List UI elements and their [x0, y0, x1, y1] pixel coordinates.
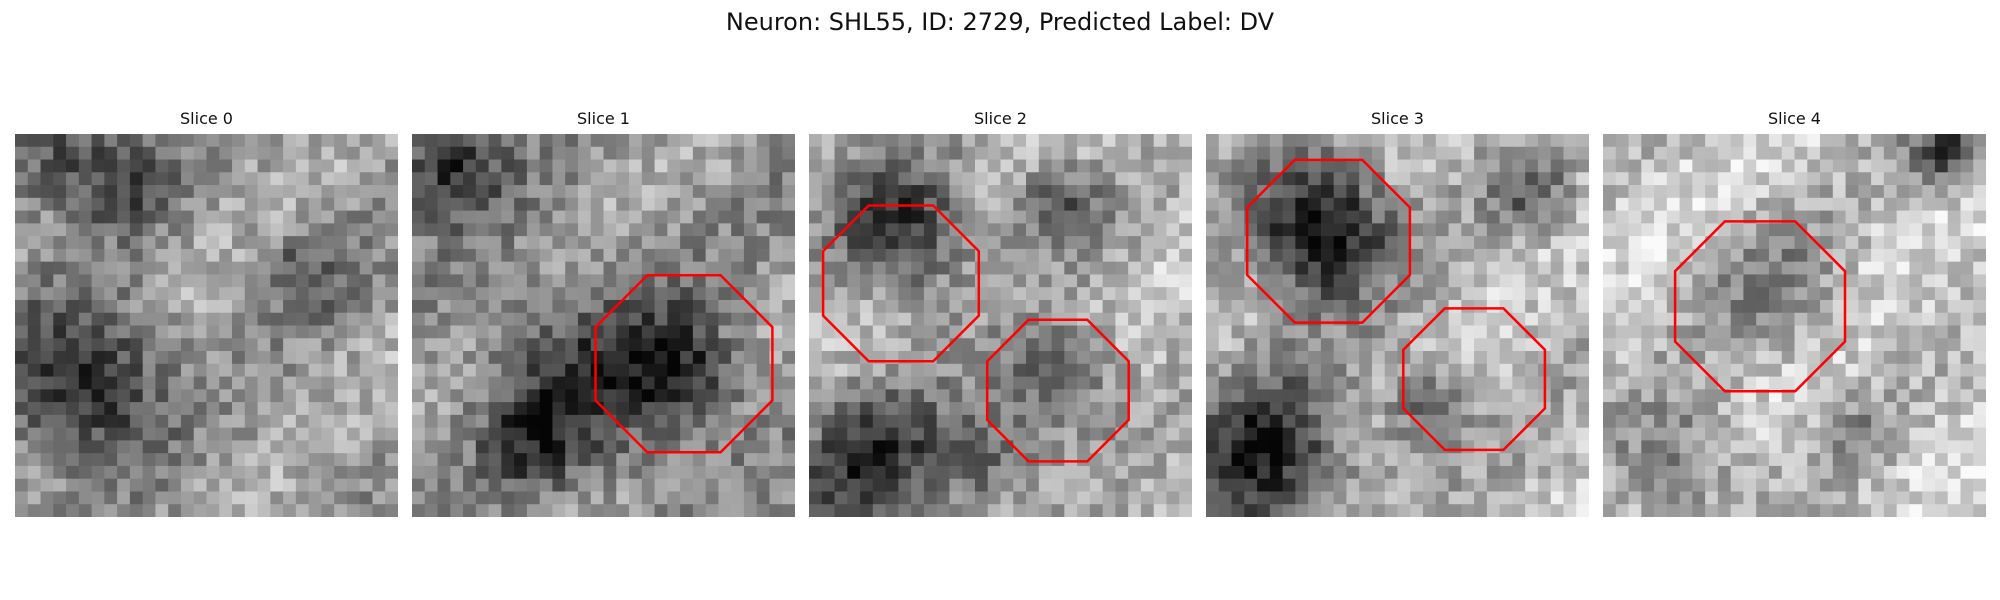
figure-title: Neuron: SHL55, ID: 2729, Predicted Label…	[725, 8, 1275, 36]
slice-title: Slice 4	[1768, 109, 1821, 128]
slice-panel-1: Slice 1	[412, 108, 795, 517]
roi-contour	[1673, 220, 1847, 393]
slice-title: Slice 2	[974, 109, 1027, 128]
roi-contour	[821, 204, 981, 363]
slice-canvas-1	[412, 134, 795, 517]
slice-title: Slice 3	[1371, 109, 1424, 128]
roi-contour	[594, 274, 774, 454]
slice-panel-0: Slice 0	[15, 108, 398, 517]
slice-image	[809, 134, 1192, 517]
slice-image	[412, 134, 795, 517]
slice-title: Slice 0	[180, 109, 233, 128]
slice-image	[15, 134, 398, 517]
slice-panel-4: Slice 4	[1603, 108, 1986, 517]
roi-contour	[1402, 307, 1547, 452]
slice-canvas-0	[15, 134, 398, 517]
slice-panel-3: Slice 3	[1206, 108, 1589, 517]
slice-canvas-4	[1603, 134, 1986, 517]
roi-contour	[985, 318, 1130, 463]
roi-contour	[1245, 158, 1412, 324]
slice-canvas-2	[809, 134, 1192, 517]
slice-image	[1603, 134, 1986, 517]
slice-image	[1206, 134, 1589, 517]
slice-title: Slice 1	[577, 109, 630, 128]
slice-panel-2: Slice 2	[809, 108, 1192, 517]
slice-canvas-3	[1206, 134, 1589, 517]
